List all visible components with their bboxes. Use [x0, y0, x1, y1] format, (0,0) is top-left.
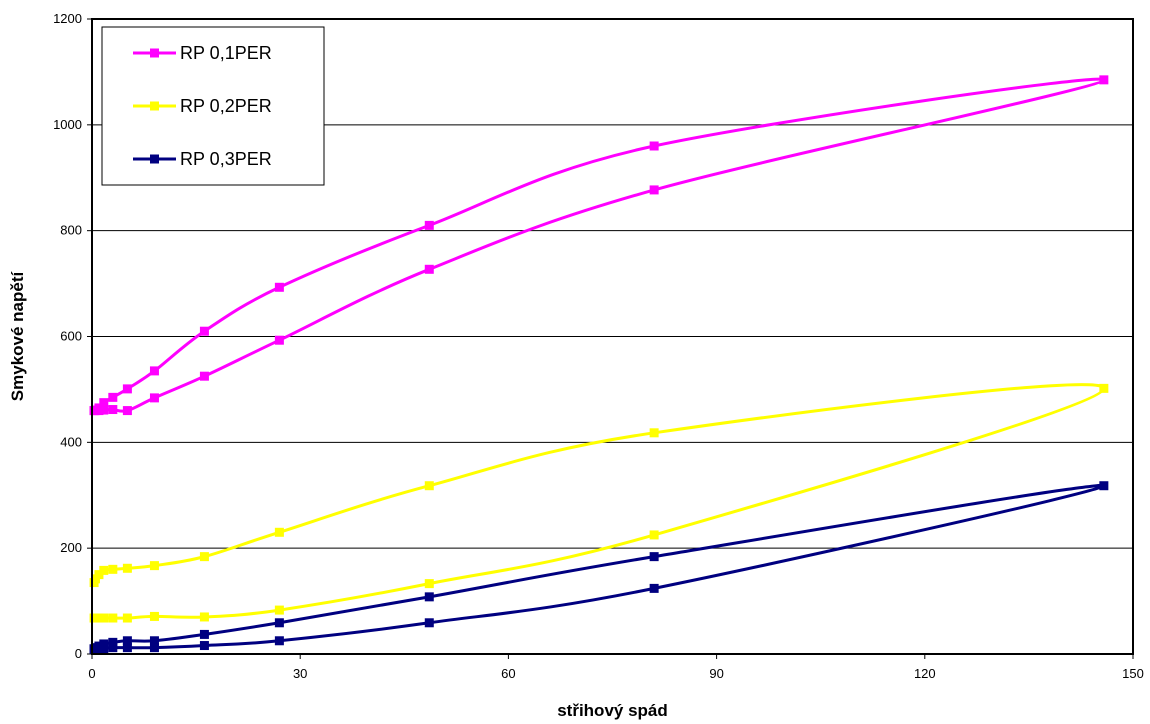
series-3-point-10 [649, 583, 659, 593]
legend-label-3: RP 0,3PER [180, 149, 272, 169]
legend-swatch-marker-2 [150, 101, 159, 111]
series-1-point-4 [108, 405, 118, 415]
series-1-point-17 [122, 384, 132, 394]
series-2-point-7 [199, 612, 209, 622]
legend-item-1: RP 0,1PER [133, 43, 272, 63]
legend-label-2: RP 0,2PER [180, 96, 272, 116]
series-1-point-9 [424, 264, 434, 274]
series-3-point-11 [1099, 481, 1109, 491]
series-2-point-11 [1099, 383, 1109, 393]
series-1-point-18 [108, 392, 118, 402]
series-2 [89, 383, 1109, 623]
series-2-point-3 [99, 613, 109, 623]
series-2-point-14 [274, 527, 284, 537]
series-3-point-13 [424, 592, 434, 602]
y-tick-label-800: 800 [60, 223, 82, 238]
y-tick-label-1000: 1000 [53, 117, 82, 132]
series-2-point-15 [199, 552, 209, 562]
series-1-point-10 [649, 185, 659, 195]
series-1-point-22 [89, 406, 99, 416]
series-3-point-22 [89, 644, 99, 654]
series-1-point-11 [1099, 75, 1109, 85]
series-2-point-5 [122, 613, 132, 623]
series-1 [89, 75, 1109, 416]
series-3-point-9 [424, 618, 434, 628]
series-2-point-16 [149, 561, 159, 571]
series-2-point-19 [99, 565, 109, 575]
series-3-point-17 [122, 636, 132, 646]
series-3-point-4 [108, 643, 118, 653]
legend-swatch-marker-3 [150, 154, 159, 164]
legend-item-3: RP 0,3PER [133, 149, 272, 169]
series-1-point-7 [199, 371, 209, 381]
series-3-point-18 [108, 637, 118, 647]
legend-label-1: RP 0,1PER [180, 43, 272, 63]
series-3-point-19 [99, 639, 109, 649]
y-tick-label-1200: 1200 [53, 11, 82, 26]
y-tick-label-200: 200 [60, 540, 82, 555]
y-tick-label-0: 0 [75, 646, 82, 661]
x-tick-label-60: 60 [501, 666, 515, 681]
x-tick-label-120: 120 [914, 666, 936, 681]
series-1-point-19 [99, 398, 109, 408]
legend-item-2: RP 0,2PER [133, 96, 272, 116]
series-3-point-16 [149, 636, 159, 646]
series-1-point-12 [649, 141, 659, 151]
series-3-point-3 [99, 644, 109, 654]
series-3-point-8 [274, 636, 284, 646]
series-2-point-12 [649, 428, 659, 438]
legend-swatch-marker-1 [150, 48, 159, 58]
series-2-point-22 [89, 578, 99, 588]
x-tick-label-90: 90 [709, 666, 723, 681]
series-2-point-13 [424, 481, 434, 491]
x-tick-label-150: 150 [1122, 666, 1144, 681]
series-2-point-8 [274, 605, 284, 615]
series-1-point-5 [122, 406, 132, 416]
series-3-point-15 [199, 629, 209, 639]
axes: 0 200 400 600 800 1000 1200 0 30 60 90 120 150 [53, 11, 1144, 681]
series-3-point-12 [649, 552, 659, 562]
x-tick-label-0: 0 [88, 666, 95, 681]
series-2-point-10 [649, 530, 659, 540]
y-tick-label-600: 600 [60, 329, 82, 344]
series-3-point-7 [199, 641, 209, 651]
legend: RP 0,1PER RP 0,2PER RP 0,3PER [101, 26, 325, 186]
series-2-point-2 [94, 613, 104, 623]
y-tick-label-400: 400 [60, 434, 82, 449]
series-3 [89, 481, 1109, 654]
series-3-point-14 [274, 618, 284, 628]
plot-frame [91, 18, 1134, 655]
series-1-point-6 [149, 393, 159, 403]
series-2-point-18 [108, 564, 118, 574]
x-tick-label-30: 30 [293, 666, 307, 681]
series-2-point-9 [424, 579, 434, 589]
series-3-point-5 [122, 643, 132, 653]
series-1-point-8 [274, 335, 284, 345]
series-3-point-6 [149, 643, 159, 653]
gridlines [92, 124, 1133, 549]
series-2-point-4 [108, 613, 118, 623]
x-axis-title: střihový spád [557, 701, 668, 720]
series-layer [89, 75, 1109, 654]
y-axis-title: Smykové napětí [8, 271, 27, 402]
series-1-point-3 [99, 405, 109, 415]
series-2-point-17 [122, 563, 132, 573]
series-1-point-14 [274, 282, 284, 292]
series-1-point-13 [424, 220, 434, 230]
series-2-point-6 [149, 611, 159, 621]
series-1-point-16 [149, 366, 159, 376]
series-1-point-15 [199, 326, 209, 336]
